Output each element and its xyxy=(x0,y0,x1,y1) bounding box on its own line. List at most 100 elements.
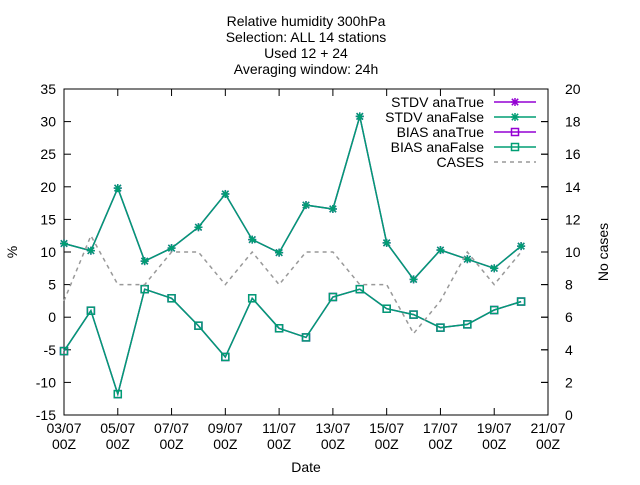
data-point xyxy=(113,184,122,193)
y-axis-label: % xyxy=(4,246,20,258)
y-tick-label: 35 xyxy=(40,81,56,97)
x-tick-label-date: 13/07 xyxy=(315,420,350,436)
x-tick-label-hour: 00Z xyxy=(52,436,77,452)
chart-title-line: Averaging window: 24h xyxy=(234,61,379,77)
data-point xyxy=(516,297,526,306)
y2-tick-label: 6 xyxy=(565,309,573,325)
data-point xyxy=(490,264,499,273)
y-tick-label: 0 xyxy=(48,309,56,325)
legend-marker xyxy=(511,113,519,121)
data-point xyxy=(248,235,257,244)
legend-label: STDV anaTrue xyxy=(391,94,484,110)
legend-marker xyxy=(511,98,519,106)
data-point xyxy=(167,294,176,303)
data-point xyxy=(221,352,230,362)
legend-label: CASES xyxy=(437,154,484,170)
series-stdv-anafalse xyxy=(60,112,526,284)
x-axis: 03/0700Z05/0700Z07/0700Z09/0700Z11/0700Z… xyxy=(46,89,566,452)
series-bias-anafalse xyxy=(59,284,526,399)
x-tick-label-hour: 00Z xyxy=(428,436,453,452)
data-point xyxy=(301,333,311,342)
y-tick-label: -5 xyxy=(44,342,57,358)
series-line xyxy=(63,116,522,281)
series-line xyxy=(63,288,522,397)
data-point xyxy=(221,189,230,198)
data-point xyxy=(516,297,526,306)
y-tick-label: 20 xyxy=(40,179,56,195)
y2-tick-label: 0 xyxy=(565,407,573,423)
data-point xyxy=(409,275,418,284)
data-point xyxy=(436,246,445,255)
data-point xyxy=(355,112,364,121)
y2-axis: 0 2 4 6 8 10 12 14 16 18 20 xyxy=(541,81,581,423)
data-point xyxy=(60,239,68,248)
legend-label: STDV anaFalse xyxy=(385,109,484,125)
y2-tick-label: 2 xyxy=(565,374,573,390)
x-tick-label-hour: 00Z xyxy=(321,436,346,452)
chart-title-line: Relative humidity 300hPa xyxy=(227,13,386,29)
x-tick-label-hour: 00Z xyxy=(267,436,292,452)
legend-label: BIAS anaFalse xyxy=(391,139,485,155)
x-axis-label: Date xyxy=(291,459,321,475)
data-point xyxy=(302,201,310,210)
data-point xyxy=(517,242,526,251)
y2-axis-label: No cases xyxy=(595,223,611,281)
series-bias-anatrue xyxy=(59,284,526,399)
data-point xyxy=(113,389,123,399)
data-point xyxy=(328,292,338,302)
chart-title-line: Selection: ALL 14 stations xyxy=(226,29,387,45)
data-point xyxy=(167,244,176,253)
series-cases xyxy=(63,233,522,335)
x-tick-label-date: 05/07 xyxy=(100,420,135,436)
x-tick-label-date: 09/07 xyxy=(208,420,243,436)
data-point xyxy=(86,306,96,315)
data-point xyxy=(247,294,257,303)
y-tick-label: -10 xyxy=(36,374,56,390)
data-point xyxy=(275,248,284,257)
x-tick-label-date: 07/07 xyxy=(154,420,189,436)
series-line xyxy=(63,288,522,397)
data-point xyxy=(463,255,472,264)
data-point xyxy=(382,238,391,247)
data-point xyxy=(355,284,365,294)
x-tick-label-hour: 00Z xyxy=(159,436,184,452)
y-tick-label: 15 xyxy=(40,211,56,227)
x-tick-label-date: 15/07 xyxy=(369,420,404,436)
data-point xyxy=(86,246,95,255)
y-tick-label: 5 xyxy=(48,277,56,293)
data-point xyxy=(140,257,149,266)
data-point xyxy=(382,304,391,313)
y2-tick-label: 14 xyxy=(565,179,581,195)
data-point xyxy=(436,323,445,332)
data-point xyxy=(463,320,472,329)
data-point xyxy=(194,223,203,232)
data-point xyxy=(59,346,69,356)
y2-tick-label: 20 xyxy=(565,81,581,97)
x-tick-label-hour: 00Z xyxy=(375,436,400,452)
legend-marker xyxy=(510,142,520,152)
series-layer xyxy=(59,112,526,399)
data-point xyxy=(489,305,499,315)
data-point xyxy=(328,204,337,213)
y2-tick-label: 12 xyxy=(565,211,581,227)
legend-marker xyxy=(510,127,520,137)
legend-label: BIAS anaTrue xyxy=(397,124,485,140)
y2-tick-label: 4 xyxy=(565,342,573,358)
x-tick-label-hour: 00Z xyxy=(536,436,561,452)
y-tick-label: 25 xyxy=(40,146,56,162)
chart-title-line: Used 12 + 24 xyxy=(264,45,348,61)
x-tick-label-hour: 00Z xyxy=(482,436,507,452)
y-tick-label: 30 xyxy=(40,114,56,130)
data-point xyxy=(140,284,149,294)
y-axis: -15 -10 -5 0 5 10 15 20 25 30 35 xyxy=(36,81,548,423)
x-tick-label-date: 03/07 xyxy=(46,420,81,436)
x-tick-label-date: 19/07 xyxy=(477,420,512,436)
data-point xyxy=(194,321,203,330)
data-point xyxy=(274,324,284,333)
x-tick-label-date: 11/07 xyxy=(262,420,296,436)
x-tick-label-date: 17/07 xyxy=(423,420,458,436)
x-tick-label-hour: 00Z xyxy=(213,436,238,452)
